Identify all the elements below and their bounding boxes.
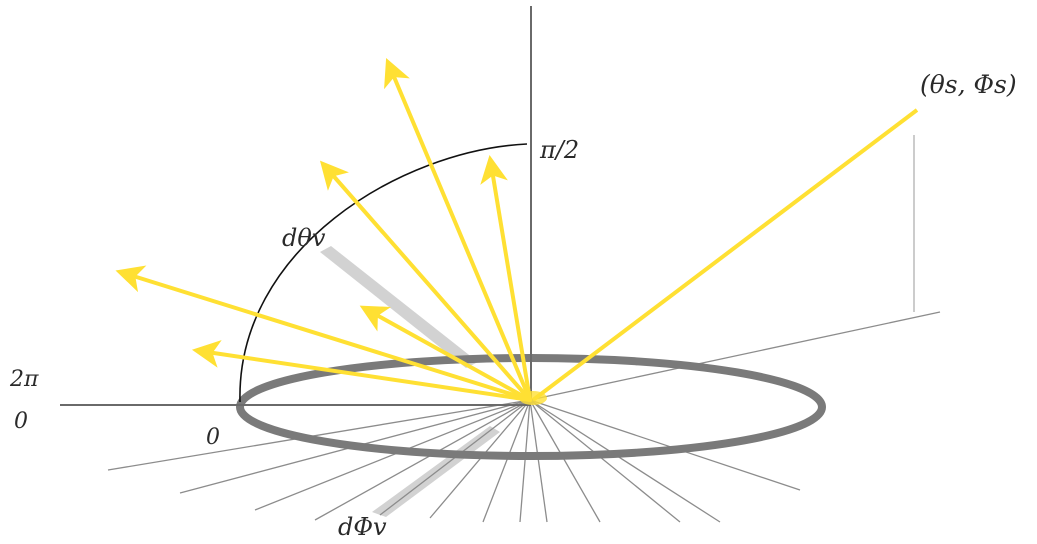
spoke-line (529, 399, 801, 491)
spoke-line (529, 399, 681, 523)
spoke-line (519, 399, 531, 523)
origin-hub (519, 391, 547, 405)
spoke-line (529, 311, 941, 401)
d-theta-wedge (320, 246, 478, 368)
two-pi-label: 2π (9, 367, 39, 392)
zenith-label: π/2 (539, 136, 579, 164)
zero-left-label: 0 (14, 409, 28, 434)
spoke-line (529, 399, 721, 523)
spoke-line (529, 399, 601, 523)
view-ray-arrow (115, 265, 532, 402)
spoke-line (254, 399, 531, 511)
zero-ring-label: 0 (206, 425, 220, 450)
view-ray-arrow (384, 57, 532, 402)
view-ray-arrow (359, 305, 532, 402)
view-ray-arrow (319, 160, 532, 402)
spoke-line (107, 399, 531, 471)
sun-direction-label: (θs, Φs) (920, 70, 1017, 99)
sun-ray (531, 108, 919, 402)
zenith-arc (239, 143, 528, 403)
viewing-rays (115, 57, 532, 402)
view-ray-arrow (480, 155, 532, 402)
spoke-line (482, 399, 531, 523)
d-theta-label: dθv (282, 224, 326, 252)
d-phi-label: dΦv (338, 513, 387, 541)
spoke-line (314, 399, 531, 521)
view-ray-arrow (191, 340, 532, 402)
spoke-line (529, 399, 548, 523)
